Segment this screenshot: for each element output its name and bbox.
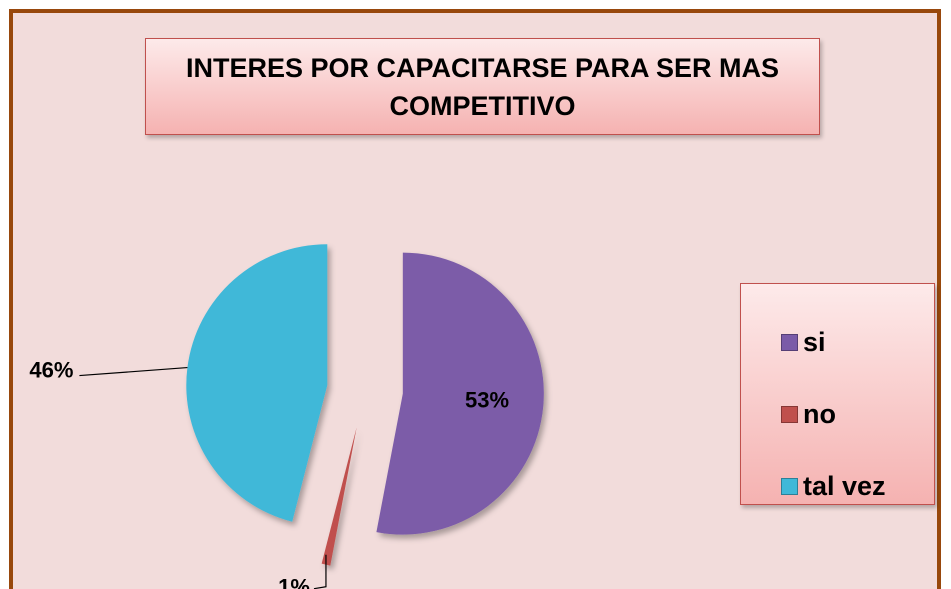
legend: si no tal vez (740, 283, 935, 505)
legend-label: tal vez (803, 470, 886, 501)
data-label: 53% (465, 387, 509, 412)
data-label: 1% (278, 575, 310, 589)
legend-swatch (781, 477, 798, 495)
legend-entry: si (741, 306, 934, 378)
legend-label: no (803, 398, 836, 429)
legend-label: si (803, 326, 826, 357)
pie-slice (376, 252, 544, 535)
leader-line (79, 366, 188, 377)
legend-swatch (781, 333, 798, 351)
pie-slice (321, 427, 357, 566)
pie-slice (186, 244, 328, 522)
legend-entry: no (741, 378, 934, 450)
data-label: 46% (29, 357, 73, 382)
legend-swatch (781, 405, 798, 423)
chart-title: INTERES POR CAPACITARSE PARA SER MAS COM… (145, 38, 820, 135)
leader-line (313, 554, 327, 589)
legend-entry: tal vez (741, 450, 934, 522)
